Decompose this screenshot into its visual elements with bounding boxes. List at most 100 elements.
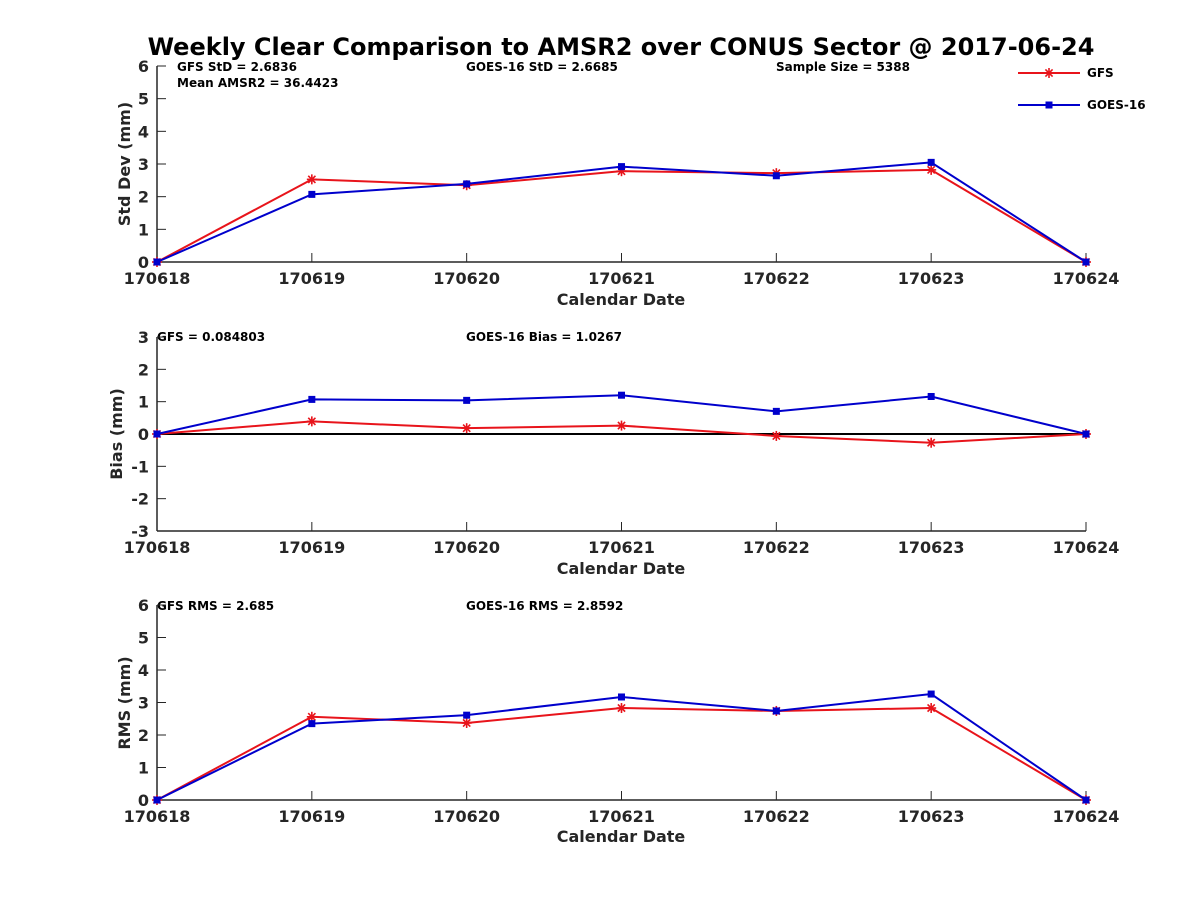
- bias-y-tick-label: 2: [138, 360, 149, 379]
- rms-goes16-point-0: [153, 796, 161, 804]
- stddev-x-tick-label: 170619: [278, 269, 345, 288]
- stddev-gfs-point-1: [306, 174, 317, 185]
- legend-label-goes16: GOES-16: [1087, 98, 1146, 112]
- mean-amsr2-annotation: Mean AMSR2 = 36.4423: [177, 76, 338, 90]
- rms-x-tick-label: 170620: [433, 807, 500, 826]
- rms-x-tick-label: 170622: [743, 807, 810, 826]
- bias-goes16-point-5: [927, 392, 935, 400]
- bias-x-tick-label: 170623: [898, 538, 965, 557]
- rms-y-axis-label: RMS (mm): [115, 656, 134, 749]
- stddev-y-tick-label: 1: [138, 220, 149, 239]
- stddev-x-tick-label: 170621: [588, 269, 655, 288]
- gfs-bias-annotation: GFS = 0.084803: [157, 330, 265, 344]
- rms-y-tick-label: 2: [138, 726, 149, 745]
- rms-y-tick-label: 1: [138, 759, 149, 778]
- stddev-goes16-point-6: [1082, 258, 1090, 266]
- bias-x-tick-label: 170622: [743, 538, 810, 557]
- bias-gfs-point-5: [926, 437, 937, 448]
- legend-marker-goes16: [1045, 101, 1053, 109]
- rms-x-tick-label: 170618: [124, 807, 191, 826]
- bias-goes16-point-4: [772, 407, 780, 415]
- rms-y-tick-label: 6: [138, 596, 149, 615]
- stddev-x-tick-label: 170622: [743, 269, 810, 288]
- bias-y-tick-label: 1: [138, 393, 149, 412]
- legend: GFS GOES-16: [1018, 66, 1146, 112]
- bias-y-tick-label: 3: [138, 328, 149, 347]
- rms-panel: GFS RMS = 2.685 GOES-16 RMS = 2.8592 Cal…: [115, 596, 1119, 846]
- bias-x-tick-label: 170624: [1053, 538, 1120, 557]
- sample-size-annotation: Sample Size = 5388: [776, 60, 910, 74]
- rms-x-tick-label: 170619: [278, 807, 345, 826]
- stddev-x-axis-label: Calendar Date: [557, 290, 686, 309]
- rms-gfs-point-2: [461, 717, 472, 728]
- stddev-y-tick-label: 6: [138, 57, 149, 76]
- rms-goes16-point-4: [772, 707, 780, 715]
- stddev-gfs-point-5: [926, 164, 937, 175]
- stddev-y-tick-label: 2: [138, 188, 149, 207]
- bias-gfs-point-3: [616, 420, 627, 431]
- goes16-bias-annotation: GOES-16 Bias = 1.0267: [466, 330, 622, 344]
- rms-x-tick-label: 170624: [1053, 807, 1120, 826]
- rms-goes16-point-6: [1082, 796, 1090, 804]
- rms-gfs-line: [156, 707, 1087, 801]
- goes16-std-annotation: GOES-16 StD = 2.6685: [466, 60, 618, 74]
- bias-gfs-point-4: [771, 430, 782, 441]
- rms-x-tick-label: 170621: [588, 807, 655, 826]
- goes16-rms-annotation: GOES-16 RMS = 2.8592: [466, 599, 623, 613]
- stddev-y-axis-label: Std Dev (mm): [115, 102, 134, 226]
- rms-x-tick-label: 170623: [898, 807, 965, 826]
- stddev-y-tick-label: 5: [138, 90, 149, 109]
- stddev-goes16-point-4: [772, 172, 780, 180]
- rms-y-tick-label: 0: [138, 791, 149, 810]
- stddev-x-tick-label: 170624: [1053, 269, 1120, 288]
- bias-x-tick-label: 170621: [588, 538, 655, 557]
- gfs-rms-annotation: GFS RMS = 2.685: [157, 599, 274, 613]
- rms-goes16-point-3: [618, 693, 625, 701]
- bias-y-tick-label: -1: [131, 457, 149, 476]
- stddev-x-tick-label: 170618: [124, 269, 191, 288]
- gfs-std-annotation: GFS StD = 2.6836: [177, 60, 297, 74]
- stddev-x-tick-label: 170623: [898, 269, 965, 288]
- bias-y-tick-label: -3: [131, 522, 149, 541]
- bias-panel: GFS = 0.084803 GOES-16 Bias = 1.0267 Cal…: [107, 328, 1119, 578]
- stddev-x-tick-label: 170620: [433, 269, 500, 288]
- stddev-goes16-point-0: [153, 258, 161, 266]
- rms-gfs-point-5: [926, 703, 937, 714]
- stddev-goes16-point-3: [618, 163, 625, 171]
- stddev-goes16-line: [156, 161, 1087, 263]
- stddev-goes16-point-5: [927, 158, 935, 166]
- bias-goes16-point-3: [618, 391, 625, 399]
- bias-x-tick-label: 170618: [124, 538, 191, 557]
- bias-goes16-point-0: [153, 430, 161, 438]
- legend-marker-glyph-goes16: [1045, 101, 1053, 109]
- bias-x-axis-label: Calendar Date: [557, 559, 686, 578]
- bias-gfs-point-2: [461, 423, 472, 434]
- bias-x-tick-label: 170619: [278, 538, 345, 557]
- legend-label-gfs: GFS: [1087, 66, 1114, 80]
- rms-x-axis-label: Calendar Date: [557, 827, 686, 846]
- bias-goes16-point-2: [463, 396, 471, 404]
- stddev-goes16-point-1: [308, 190, 316, 198]
- stddev-y-tick-label: 3: [138, 155, 149, 174]
- bias-goes16-point-1: [308, 395, 316, 403]
- rms-gfs-point-3: [616, 703, 627, 714]
- legend-marker-glyph-gfs: [1044, 68, 1054, 78]
- rms-y-tick-label: 4: [138, 661, 149, 680]
- bias-y-tick-label: 0: [138, 425, 149, 444]
- legend-marker-gfs: [1044, 68, 1054, 78]
- stddev-panel: GFS StD = 2.6836 Mean AMSR2 = 36.4423 GO…: [115, 57, 1119, 309]
- stddev-goes16-point-2: [463, 180, 471, 188]
- rms-goes16-point-1: [308, 720, 316, 728]
- bias-x-tick-label: 170620: [433, 538, 500, 557]
- stddev-y-tick-label: 0: [138, 253, 149, 272]
- rms-goes16-point-5: [927, 690, 935, 698]
- stddev-y-tick-label: 4: [138, 122, 149, 141]
- bias-y-axis-label: Bias (mm): [107, 388, 126, 480]
- rms-goes16-point-2: [463, 711, 471, 719]
- bias-goes16-point-6: [1082, 430, 1090, 438]
- bias-y-tick-label: -2: [131, 490, 149, 509]
- rms-y-tick-label: 5: [138, 629, 149, 648]
- rms-y-tick-label: 3: [138, 694, 149, 713]
